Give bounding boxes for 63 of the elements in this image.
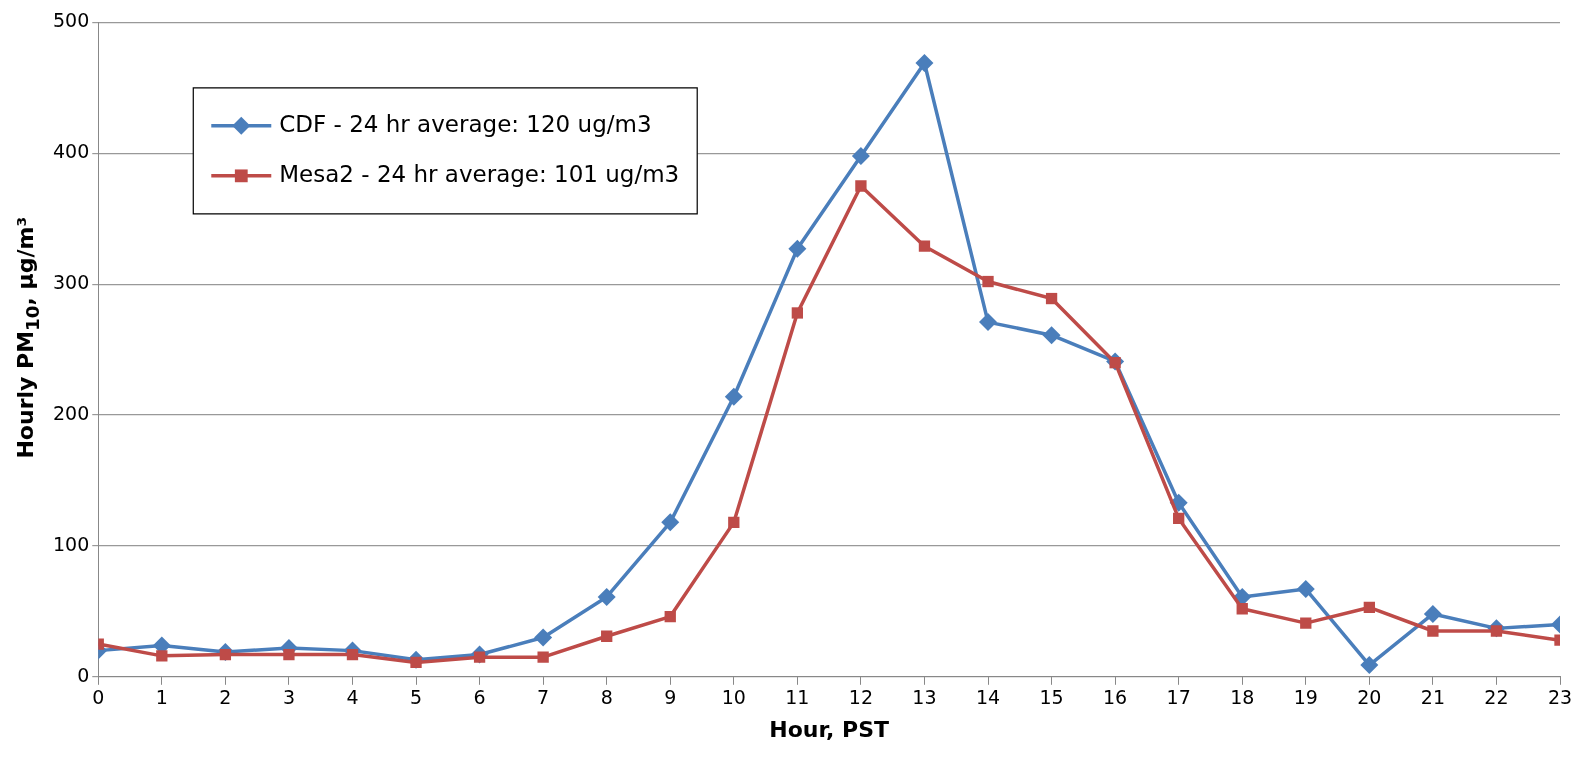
- x-tick-label: 21: [1420, 686, 1445, 709]
- y-tick-label: 300: [53, 271, 90, 294]
- x-tick-label: 8: [600, 686, 613, 709]
- x-axis-title: Hour, PST: [769, 716, 890, 742]
- x-tick-label: 14: [975, 686, 1001, 709]
- point: [1363, 601, 1375, 614]
- point: [346, 648, 359, 661]
- point: [410, 656, 422, 669]
- x-tick-label: 19: [1293, 686, 1318, 709]
- point: [982, 275, 994, 288]
- x-tick-label: 10: [721, 686, 746, 709]
- point: [537, 651, 549, 663]
- x-tick-label: 2: [219, 686, 232, 709]
- x-tick-label: 12: [848, 686, 873, 709]
- point: [534, 628, 553, 647]
- x-tick-label: 1: [155, 686, 168, 709]
- x-tick-label: 18: [1230, 686, 1255, 709]
- point: [1427, 625, 1439, 637]
- point: [601, 630, 613, 642]
- point: [918, 240, 931, 252]
- x-tick-label: 13: [912, 686, 937, 709]
- point: [1296, 580, 1315, 599]
- point: [156, 650, 168, 662]
- x-tick-label: 9: [664, 686, 677, 709]
- point: [661, 513, 680, 532]
- y-tick-label: 0: [77, 663, 90, 686]
- point: [788, 239, 807, 258]
- legend-label: Mesa2 - 24 hr average: 101 ug/m3: [279, 160, 680, 187]
- legend-label: CDF - 24 hr average: 120 ug/m3: [279, 110, 652, 137]
- point: [979, 313, 998, 332]
- y-tick-label: 200: [53, 401, 90, 424]
- x-tick-label: 7: [537, 686, 550, 709]
- point: [1045, 292, 1058, 305]
- x-tick-label: 15: [1039, 686, 1064, 709]
- point: [1423, 604, 1442, 623]
- x-tick-label: 11: [785, 686, 810, 709]
- x-tick-label: 6: [473, 686, 486, 709]
- point: [1360, 656, 1379, 675]
- point: [724, 387, 743, 406]
- x-tick-label: 4: [346, 686, 359, 709]
- point: [283, 648, 295, 661]
- x-tick-label: 17: [1166, 686, 1191, 709]
- point: [855, 180, 867, 192]
- point: [597, 587, 616, 606]
- x-tick-label: 16: [1103, 686, 1128, 709]
- point: [1300, 617, 1312, 629]
- x-tick-label: 3: [282, 686, 295, 709]
- x-tick-label: 5: [409, 686, 423, 709]
- point: [1173, 512, 1185, 525]
- point: [915, 53, 934, 72]
- x-tick-label: 20: [1357, 686, 1382, 709]
- x-tick-label: 0: [92, 686, 105, 709]
- x-tick-label: 22: [1484, 686, 1509, 709]
- y-tick-label: 100: [53, 532, 90, 555]
- point: [851, 146, 870, 165]
- y-tick-label: 500: [53, 9, 90, 32]
- point: [664, 610, 676, 623]
- point: [1042, 326, 1061, 345]
- point: [1236, 603, 1248, 615]
- x-tick-label: 23: [1547, 686, 1573, 709]
- y-tick-label: 400: [53, 140, 90, 163]
- point: [791, 307, 804, 319]
- point: [728, 516, 740, 529]
